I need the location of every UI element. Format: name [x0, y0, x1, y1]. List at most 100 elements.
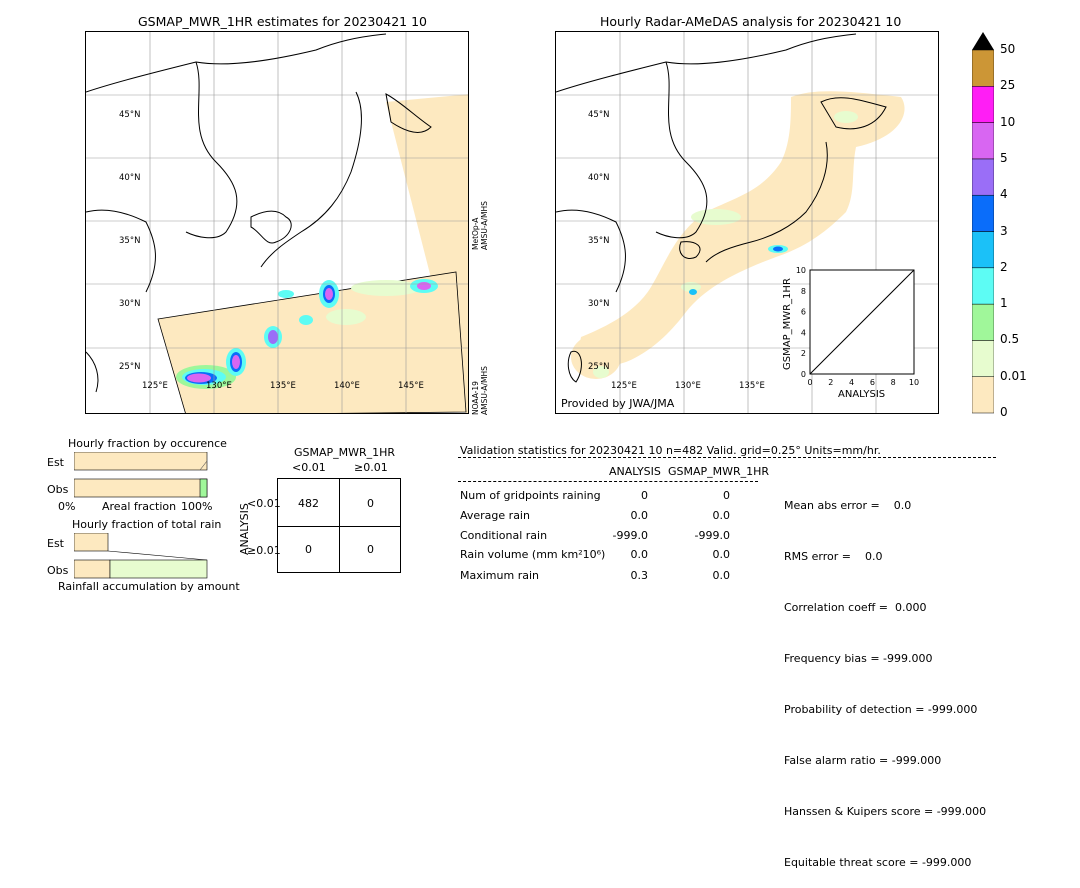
colorbar-segment [971, 376, 995, 414]
sat-label-bottom: NOAA-19 AMSU-A/MHS [471, 366, 489, 415]
colorbar-label: 0 [1000, 405, 1008, 419]
colorbar-label: 50 [1000, 42, 1016, 56]
validation-dash-line [458, 457, 996, 458]
total-title: Hourly fraction of total rain [72, 518, 222, 531]
validation-header: Validation statistics for 20230421 10 n=… [460, 444, 881, 457]
lat-label: 45°N [119, 110, 141, 120]
stat-analysis: 0.3 [630, 569, 649, 582]
stat-gsmap: 0 [723, 489, 730, 502]
scatter-ytick: 6 [801, 308, 806, 317]
total-footer: Rainfall accumulation by amount [58, 580, 240, 593]
stat-gsmap: -999.0 [694, 529, 730, 542]
occurrence-est-diag [199, 460, 208, 471]
stat-label: Rain volume (mm km²10⁶) [460, 548, 606, 561]
scatter-xtick: 0 [807, 378, 812, 387]
lat-label: 30°N [119, 299, 141, 309]
radar-coverage [571, 91, 905, 379]
total-row-est: Est [47, 537, 64, 550]
lat-label: 35°N [119, 236, 141, 246]
colorbar-label: 10 [1000, 114, 1016, 129]
occurrence-obs-bar [74, 478, 208, 498]
lat-label: 40°N [119, 173, 141, 183]
colorbar-label: 0.5 [1000, 332, 1020, 347]
scatter-xtick: 10 [909, 378, 919, 387]
scatter-ytick: 4 [801, 328, 806, 337]
total-row-obs: Obs [47, 564, 69, 577]
occurrence-row-obs: Obs [47, 483, 69, 496]
contingency-cell: 0 [367, 543, 374, 556]
scatter-xtick: 8 [891, 378, 896, 387]
total-bars [74, 533, 208, 579]
stat-label: Maximum rain [460, 569, 539, 582]
colorbar-segment [971, 122, 995, 160]
scatter-xlabel: ANALYSIS [838, 389, 886, 400]
validation-row: Num of gridpoints raining 0 0 [460, 489, 750, 502]
radar-rain-spot-2 [689, 289, 697, 295]
contingency-col-1: <0.01 [292, 461, 326, 474]
right-lon-label: 135°E [739, 381, 765, 391]
scatter-ytick: 8 [801, 287, 806, 296]
validation-row: Maximum rain 0.3 0.0 [460, 569, 750, 582]
validation-row: Average rain 0.0 0.0 [460, 509, 750, 522]
left-map-canvas [86, 32, 468, 413]
colorbar-segment [971, 86, 995, 123]
stat-gsmap: 0.0 [712, 509, 731, 522]
left-coastline [86, 33, 432, 393]
score-line: RMS error = 0.0 [784, 550, 883, 563]
lat-label: 30°N [588, 299, 610, 309]
left-map-title: GSMAP_MWR_1HR estimates for 20230421 10 [138, 14, 427, 29]
occurrence-x-mid: Areal fraction [102, 500, 177, 513]
right-lon-label: 130°E [675, 381, 701, 391]
scatter-inset: 0 0 2 2 4 4 6 6 8 8 10 10 [778, 262, 928, 400]
swath-bottom [157, 271, 467, 413]
left-lon-label: 135°E [270, 381, 296, 391]
total-connector [107, 550, 208, 561]
stat-gsmap: 0.0 [712, 569, 731, 582]
lat-label: 35°N [588, 236, 610, 246]
contingency-cell: 0 [305, 543, 312, 556]
total-obs-bar-a [74, 559, 111, 579]
scatter-ylabel: GSMAP_MWR_1HR [782, 278, 793, 370]
score-line: Probability of detection = -999.000 [784, 703, 978, 716]
radar-rain-core [773, 246, 783, 252]
lat-label: 25°N [119, 362, 141, 372]
stat-label: Conditional rain [460, 529, 548, 542]
occurrence-bars [74, 452, 208, 498]
colorbar-segment [971, 158, 995, 196]
colorbar-segment [971, 267, 995, 305]
colorbar-label: 1 [1000, 296, 1008, 311]
score-line: Correlation coeff = 0.000 [784, 601, 927, 614]
occurrence-row-est: Est [47, 456, 64, 469]
left-grid [86, 32, 468, 413]
score-line: Mean abs error = 0.0 [784, 499, 912, 512]
occurrence-est-bar [74, 452, 208, 471]
scatter-ytick: 10 [796, 266, 806, 275]
score-line: False alarm ratio = -999.000 [784, 754, 942, 767]
occurrence-obs-rain [199, 478, 208, 498]
colorbar-segment [971, 194, 995, 232]
lat-label: 25°N [588, 362, 610, 372]
contingency-cell: 0 [367, 497, 374, 510]
stat-analysis: 0 [641, 489, 648, 502]
colorbar-label: 2 [1000, 259, 1008, 274]
left-lon-label: 145°E [398, 381, 424, 391]
occurrence-x-left: 0% [58, 500, 76, 513]
score-line: Equitable threat score = -999.000 [784, 856, 972, 869]
right-lat-labels: 45°N 40°N 35°N 30°N 25°N [588, 84, 609, 399]
score-line: Hanssen & Kuipers score = -999.000 [784, 805, 987, 818]
scatter-xtick: 2 [828, 378, 833, 387]
scatter-ytick: 2 [801, 349, 806, 358]
colorbar-label: 3 [1000, 223, 1008, 238]
scatter-xtick: 6 [870, 378, 875, 387]
contingency-cell: 482 [298, 497, 319, 510]
colorbar-segment [971, 303, 995, 341]
scatter-svg: 00 2 2 4 4 6 6 8 8 10 10 [796, 266, 919, 387]
provider-label: Provided by JWA/JMA [561, 397, 675, 410]
validation-col-line [458, 481, 758, 482]
colorbar-label: 5 [1000, 150, 1008, 165]
stat-gsmap: 0.0 [712, 548, 731, 561]
sat-label-top: MetOp-A AMSU-A/MHS [471, 201, 489, 250]
colorbar-segment [971, 340, 995, 377]
validation-row: Rain volume (mm km²10⁶) 0.0 0.0 [460, 548, 750, 561]
occurrence-title: Hourly fraction by occurence [68, 437, 227, 450]
